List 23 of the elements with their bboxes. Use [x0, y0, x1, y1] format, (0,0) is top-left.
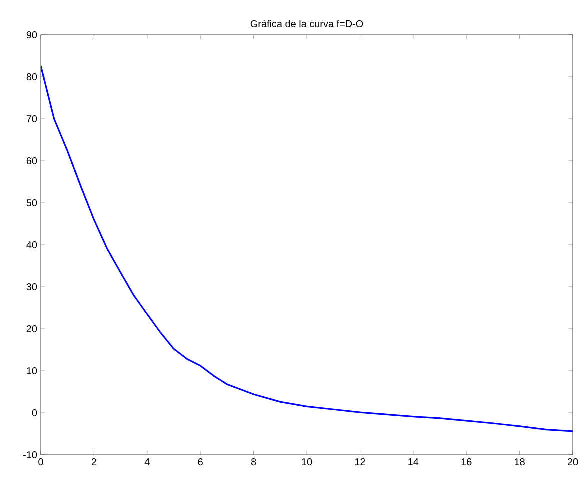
x-tick-label: 0 — [38, 458, 44, 466]
x-tick-label: 16 — [462, 458, 472, 466]
y-tick-label: 70 — [26, 115, 38, 123]
y-tick-label: 50 — [26, 199, 38, 207]
x-tick-label: 8 — [251, 458, 256, 466]
chart-title: Gráfica de la curva f=D-O — [250, 20, 364, 28]
y-tick-label: 90 — [26, 31, 38, 39]
y-tick-label: 10 — [27, 367, 38, 375]
x-tick-label: 14 — [408, 458, 419, 466]
y-tick-label: 30 — [26, 283, 38, 291]
y-tick-label: 60 — [26, 157, 38, 165]
y-tick-label: -10 — [24, 451, 38, 459]
y-tick-label: 40 — [26, 241, 38, 249]
x-tick-label: 10 — [302, 458, 312, 466]
x-tick-label: 12 — [355, 458, 366, 466]
x-tick-label: 4 — [144, 458, 150, 466]
x-tick-label: 2 — [92, 458, 96, 466]
y-tick-label: 80 — [26, 73, 38, 81]
y-tick-label: 20 — [26, 325, 38, 333]
y-tick-label: 0 — [32, 409, 38, 417]
x-tick-label: 6 — [198, 458, 203, 466]
x-tick-label: 18 — [515, 458, 525, 466]
x-tick-label: 20 — [568, 458, 578, 466]
